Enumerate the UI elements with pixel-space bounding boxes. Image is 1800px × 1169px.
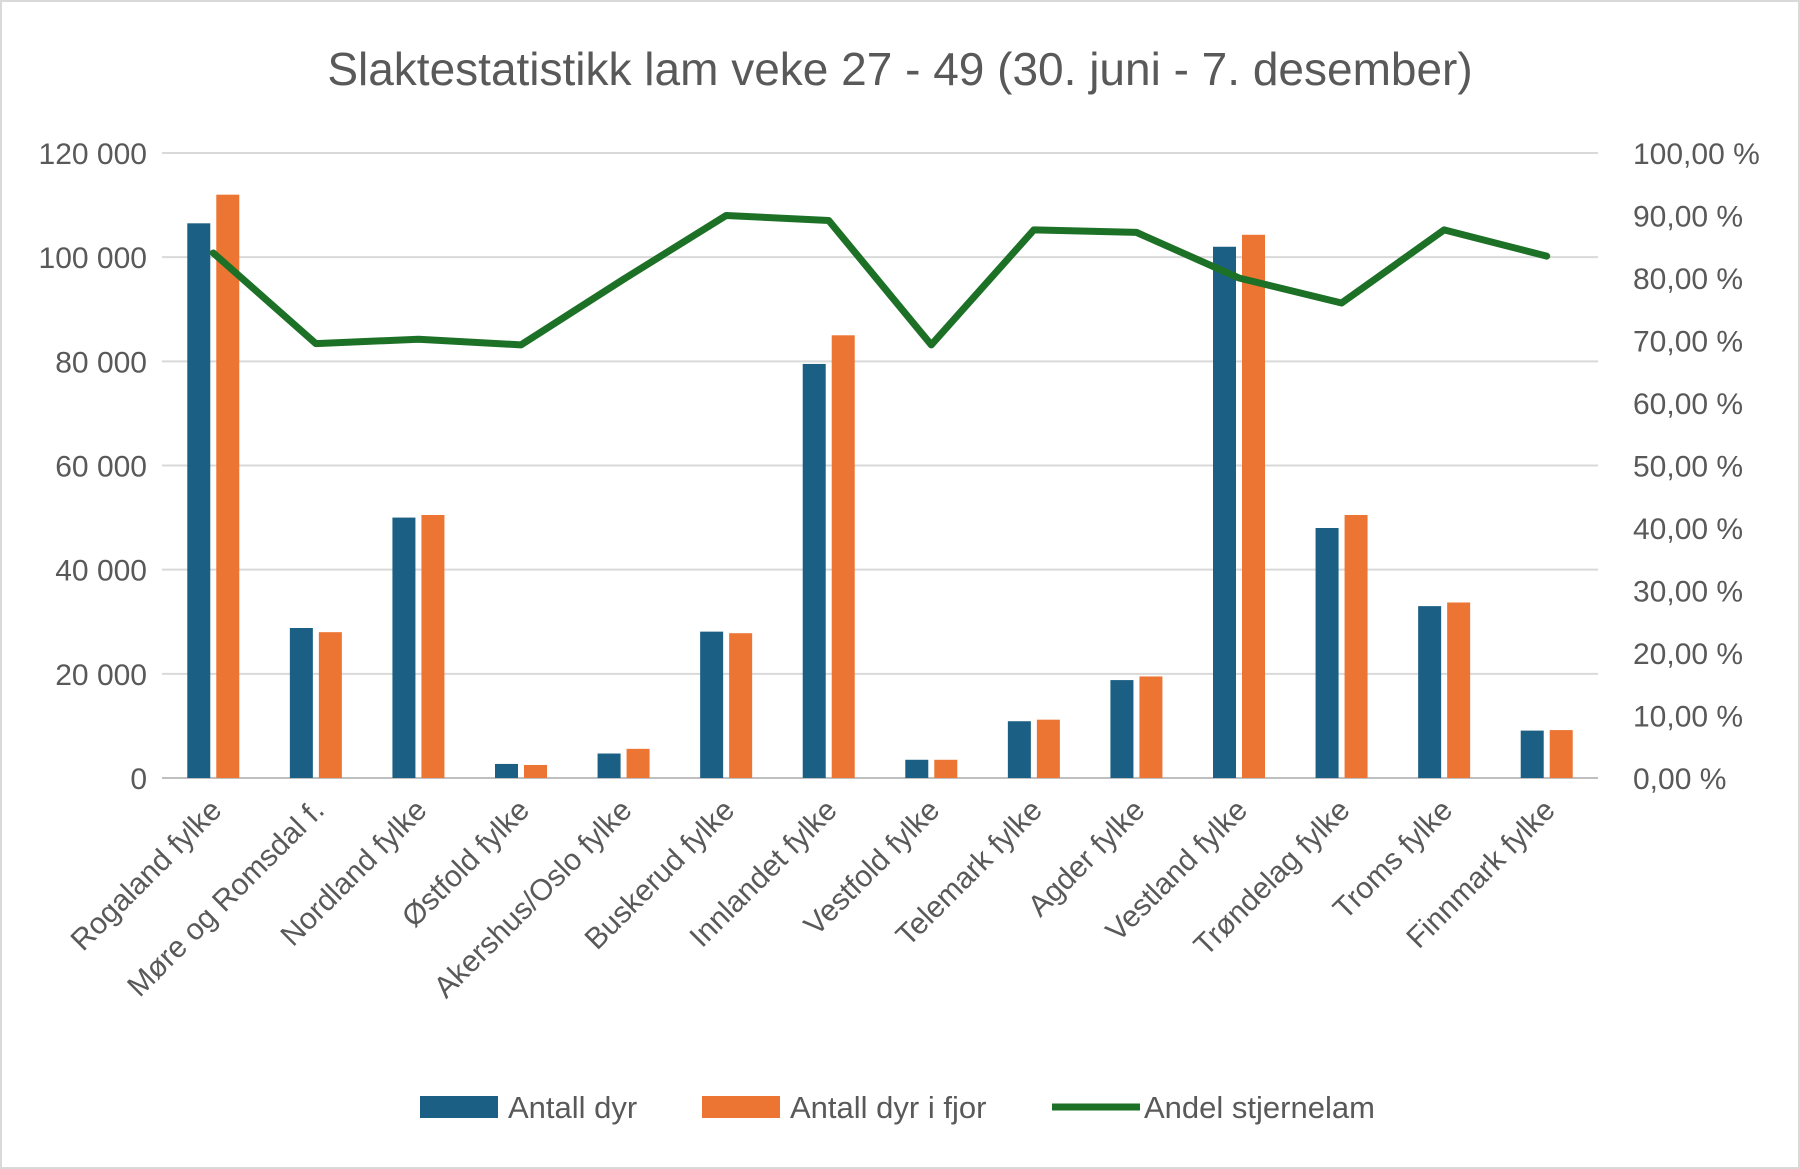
left-axis-tick-label: 40 000 xyxy=(55,555,147,588)
bar-series xyxy=(187,194,1573,779)
legend-label: Antall dyr xyxy=(508,1090,637,1125)
legend: Antall dyr Antall dyr i fjor Andel stjerne… xyxy=(420,1090,1375,1125)
left-axis-tick-label: 0 xyxy=(130,763,147,796)
bar xyxy=(1315,528,1339,778)
right-axis-tick-label: 40,00 % xyxy=(1633,513,1743,546)
series-line xyxy=(209,212,1551,349)
legend-swatch xyxy=(420,1096,498,1118)
bar xyxy=(1110,680,1134,778)
category-label: Møre og Romsdal f. xyxy=(121,794,331,1004)
bar xyxy=(1549,730,1573,778)
right-axis-tick-label: 70,00 % xyxy=(1633,326,1743,359)
gridlines xyxy=(162,152,1598,779)
right-axis-tick-label: 90,00 % xyxy=(1633,201,1743,234)
left-axis-tick-label: 20 000 xyxy=(55,659,147,692)
left-axis-tick-label: 80 000 xyxy=(55,346,147,379)
bar xyxy=(318,632,342,778)
bar xyxy=(1007,721,1031,778)
bar xyxy=(1213,246,1236,778)
bar xyxy=(831,335,855,778)
bar xyxy=(216,194,240,778)
left-axis-tick-label: 100 000 xyxy=(39,242,147,275)
bar xyxy=(1139,676,1163,778)
bar xyxy=(626,748,650,778)
bar xyxy=(905,759,929,778)
left-axis-tick-label: 60 000 xyxy=(55,451,147,484)
legend-label: Andel stjernelam xyxy=(1144,1090,1375,1125)
right-axis-tick-label: 50,00 % xyxy=(1633,451,1743,484)
category-label: Akershus/Oslo fylke xyxy=(428,794,639,1005)
bar xyxy=(1344,514,1368,778)
legend-swatch xyxy=(702,1096,780,1118)
left-axis-tick-label: 120 000 xyxy=(39,138,147,171)
line-series xyxy=(209,212,1551,349)
bar xyxy=(392,517,416,778)
bar xyxy=(1520,730,1544,778)
bar xyxy=(524,764,547,778)
right-axis-tick-label: 30,00 % xyxy=(1633,576,1743,609)
bar xyxy=(187,223,211,778)
right-axis-tick-label: 60,00 % xyxy=(1633,388,1743,421)
bar xyxy=(1418,606,1442,778)
bar xyxy=(1447,602,1471,778)
bar xyxy=(802,363,826,778)
bar xyxy=(1242,234,1265,779)
bar xyxy=(597,753,621,778)
right-axis-tick-label: 10,00 % xyxy=(1633,701,1743,734)
legend-label: Antall dyr i fjor xyxy=(790,1090,986,1125)
bar xyxy=(1036,719,1060,778)
right-axis-tick-label: 20,00 % xyxy=(1633,638,1743,671)
bar xyxy=(289,628,313,778)
bar xyxy=(729,633,753,778)
left-axis-ticks: 0 20 000 40 000 60 000 80 000 100 000 120 000 xyxy=(39,138,147,796)
right-axis-tick-label: 80,00 % xyxy=(1633,263,1743,296)
bar xyxy=(700,631,724,778)
bar xyxy=(495,763,518,778)
right-axis-tick-label: 0,00 % xyxy=(1633,763,1726,796)
chart-title: Slaktestatistikk lam veke 27 - 49 (30. j… xyxy=(327,43,1472,95)
right-axis-ticks: 0,00 % 10,00 % 20,00 % 30,00 % 40,00 % 50,00 … xyxy=(1633,138,1760,796)
right-axis-tick-label: 100,00 % xyxy=(1633,138,1760,171)
bar xyxy=(421,514,445,778)
bar xyxy=(934,759,958,778)
